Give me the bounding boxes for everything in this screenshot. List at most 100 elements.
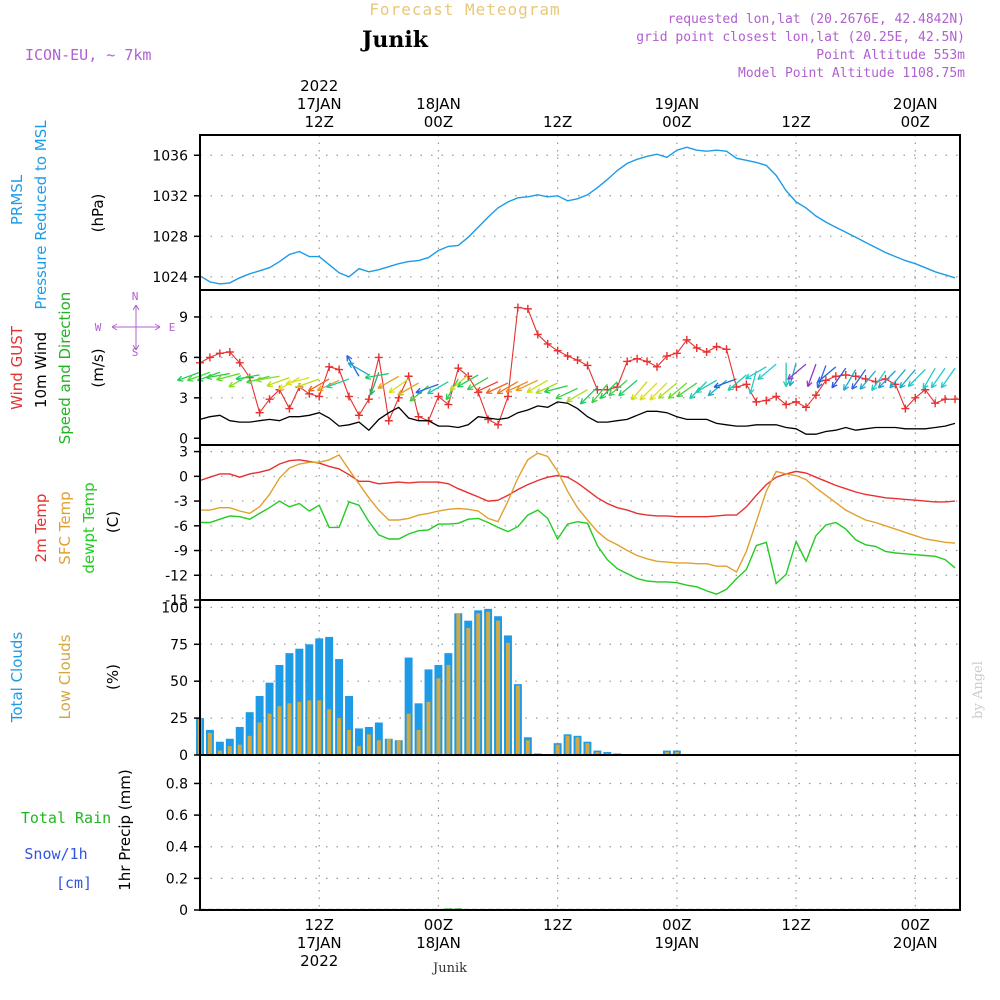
low-clouds-label: Low Clouds xyxy=(56,634,74,719)
compass-letter: N xyxy=(132,290,139,303)
total-cloud-bar xyxy=(354,728,363,755)
y-tick-label: 0 xyxy=(179,431,188,447)
wind-arrow xyxy=(940,367,956,389)
time-label-bottom: 00Z xyxy=(662,916,691,934)
pressure-label-short: PRMSL xyxy=(8,174,26,225)
total-cloud-bar xyxy=(414,703,423,755)
total-clouds-label: Total Clouds xyxy=(8,632,26,724)
wind-arrow xyxy=(899,369,916,389)
y-tick-label: 0.2 xyxy=(166,871,188,887)
time-label-top: 00Z xyxy=(662,113,691,131)
wind-arrow xyxy=(505,381,529,393)
wind-arrow xyxy=(859,370,877,390)
low-cloud-bar xyxy=(674,752,679,755)
wind-arrow xyxy=(618,379,638,397)
snow-unit: [cm] xyxy=(56,874,92,892)
wind-arrow xyxy=(591,383,608,404)
total-cloud-bar xyxy=(404,657,413,755)
compass-icon xyxy=(111,304,161,351)
wind-arrow xyxy=(907,369,926,388)
low-cloud-bar xyxy=(664,752,669,755)
wind-arrow xyxy=(922,367,936,390)
wind-arrow xyxy=(843,369,857,391)
time-label-top: 12Z xyxy=(305,113,334,131)
time-label-top: 18JAN xyxy=(416,95,461,113)
compass-letter: S xyxy=(132,346,139,359)
low-cloud-bar xyxy=(277,706,282,755)
page-title: Junik xyxy=(360,27,429,53)
low-cloud-bar xyxy=(595,752,600,755)
compass-letter: W xyxy=(95,321,102,334)
wind-arrow xyxy=(235,374,260,382)
wind-arrow xyxy=(307,378,330,392)
low-cloud-bar xyxy=(515,685,520,755)
total-rain-label: Total Rain xyxy=(21,809,111,827)
pressure-line xyxy=(199,146,956,285)
time-label-bottom: 18JAN xyxy=(416,934,461,952)
low-cloud-bar xyxy=(227,746,232,755)
y-tick-label: 3 xyxy=(179,391,188,407)
time-label-bottom: 2022 xyxy=(300,952,338,970)
panel-frame xyxy=(199,754,961,911)
gust-label: Wind GUST xyxy=(8,325,26,410)
wind-arrow xyxy=(427,381,449,395)
point-altitude: Point Altitude 553m xyxy=(816,48,965,63)
total-cloud-bar xyxy=(325,636,334,755)
wind-arrow xyxy=(599,381,618,400)
time-label-top: 19JAN xyxy=(654,95,699,113)
y-tick-label: -9 xyxy=(174,544,188,560)
wind-arrow xyxy=(667,382,688,400)
y-tick-label: 50 xyxy=(170,674,188,690)
low-cloud-bar xyxy=(287,703,292,755)
wind10m-label: 10m Wind xyxy=(32,332,50,408)
wind-arrow xyxy=(377,375,400,389)
low-cloud-bar xyxy=(555,744,560,755)
time-label-bottom: 19JAN xyxy=(654,934,699,952)
total-cloud-bar xyxy=(315,638,324,755)
low-cloud-bar xyxy=(327,709,332,755)
low-cloud-bar xyxy=(217,750,222,755)
gust-line xyxy=(199,306,955,426)
title-top: Forecast Meteogram xyxy=(369,0,560,19)
wind-arrow xyxy=(713,378,737,389)
wind-arrow xyxy=(475,381,499,393)
time-label-top: 12Z xyxy=(781,113,810,131)
low-cloud-bar xyxy=(456,613,461,755)
wind-arrow xyxy=(782,362,790,388)
y-tick-label: 6 xyxy=(179,350,188,366)
y-tick-label: 0.4 xyxy=(166,840,188,856)
time-label-top: 00Z xyxy=(901,113,930,131)
wind-arrow xyxy=(285,376,310,386)
wind-arrow xyxy=(364,372,389,380)
low-cloud-bar xyxy=(476,613,481,755)
wind-arrow xyxy=(347,362,370,376)
t2m-label: 2m Temp xyxy=(32,494,50,563)
pressure-unit: (hPa) xyxy=(89,194,107,233)
total-cloud-bar xyxy=(245,712,254,755)
time-label-bottom: 20JAN xyxy=(893,934,938,952)
wind-arrow xyxy=(255,375,280,383)
total-cloud-bar xyxy=(345,695,353,755)
low-cloud-bar xyxy=(267,713,272,755)
y-tick-label: 1028 xyxy=(152,229,188,245)
y-tick-label: 1024 xyxy=(152,270,188,286)
total-cloud-bar xyxy=(374,722,383,755)
wind-arrow xyxy=(608,379,628,397)
low-cloud-bar xyxy=(386,738,391,755)
wind-arrow xyxy=(851,369,867,390)
time-label-bottom: 12Z xyxy=(305,916,334,934)
wind-unit: (m/s) xyxy=(89,348,107,387)
wind-arrow xyxy=(871,370,887,392)
time-label-top: 12Z xyxy=(543,113,572,131)
wind-arrow xyxy=(566,389,588,403)
total-cloud-bar xyxy=(235,726,244,755)
wind-arrow xyxy=(639,382,658,401)
low-cloud-bar xyxy=(565,735,570,755)
gridpoint-coords: grid point closest lon,lat (20.25E, 42.5… xyxy=(636,30,965,45)
total-cloud-bar xyxy=(305,644,314,755)
wind-arrow xyxy=(787,363,807,381)
wind-arrow xyxy=(831,367,847,389)
low-cloud-bar xyxy=(436,678,441,755)
wind-arrow xyxy=(676,382,698,398)
requested-coords: requested lon,lat (20.2676E, 42.4842N) xyxy=(668,12,965,27)
